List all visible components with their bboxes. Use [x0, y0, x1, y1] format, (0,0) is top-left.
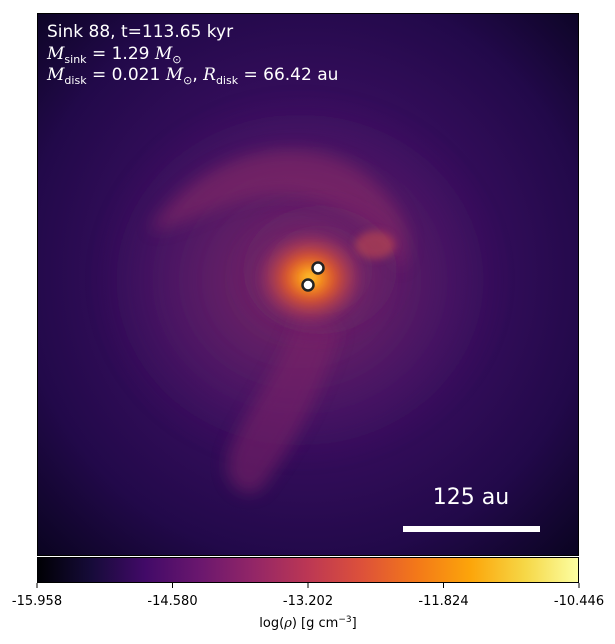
sink-primary-marker	[311, 261, 325, 275]
colorbar-tick-label: -14.580	[147, 594, 197, 609]
colorbar: -15.958 -14.580 -13.202 -11.824 -10.446 log(…	[12, 557, 604, 631]
colorbar-ticks: -15.958 -14.580 -13.202 -11.824 -10.446	[12, 583, 604, 609]
hot-core	[255, 230, 365, 326]
colorbar-tick-label: -11.824	[418, 594, 468, 609]
colorbar-label: log(ρ) [g cm−3]	[259, 615, 356, 631]
colorbar-gradient	[37, 557, 579, 583]
upper-spiral-arm	[150, 150, 408, 270]
colorbar-tick-label: -15.958	[12, 594, 62, 609]
colorbar-tick-label: -13.202	[283, 594, 333, 609]
density-map: Sink 88, t=113.65 kyr Msink = 1.29 M⊙ Md…	[37, 13, 579, 556]
info-sink-time: Sink 88, t=113.65 kyr	[47, 22, 233, 42]
info-sink-mass: Msink = 1.29 M⊙	[46, 44, 182, 66]
scale-bar	[403, 526, 540, 532]
gas-clump	[355, 231, 395, 259]
info-disk-properties: Mdisk = 0.021 M⊙, Rdisk = 66.42 au	[46, 65, 338, 87]
sink-secondary-marker	[301, 278, 315, 292]
plot-frame	[37, 13, 579, 556]
colorbar-tick-label: -10.446	[554, 594, 604, 609]
colorbar-frame	[37, 557, 579, 583]
scale-bar-label: 125 au	[433, 485, 509, 510]
